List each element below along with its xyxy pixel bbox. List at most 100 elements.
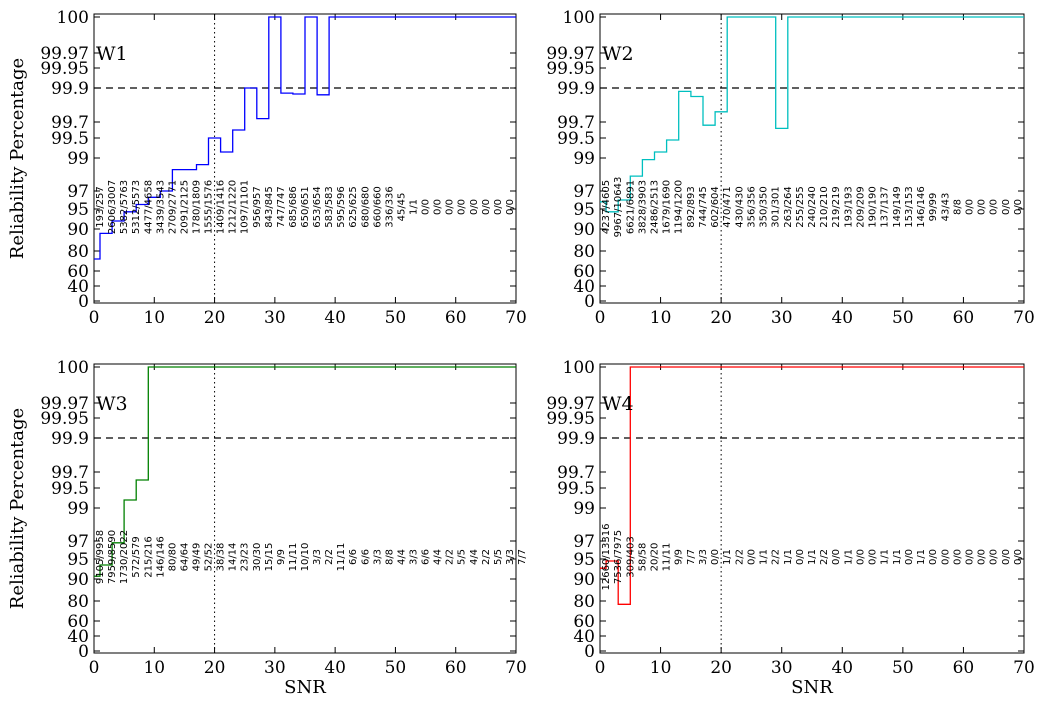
x-tick-label: 30 [771,308,793,328]
panel-title: W4 [602,393,634,415]
series-line-w3 [94,366,516,577]
count-label: 0/0 [433,199,444,215]
count-label: 215/216 [143,536,154,578]
count-label: 6/6 [348,549,359,565]
count-label: 0/0 [493,199,504,215]
count-label: 5382/5763 [119,180,130,234]
count-label: 0/0 [457,199,468,215]
count-label: 146/146 [916,186,927,228]
axes-frame [599,13,1025,304]
count-label: 0/0 [989,549,1000,565]
count-label: 9/9 [674,549,685,565]
count-label: 1780/1809 [192,180,203,234]
y-tick-label: 99.5 [557,479,595,499]
axes-frame [599,363,1025,654]
count-label: 1/1 [843,549,854,565]
y-tick-label: 99.97 [546,394,595,414]
count-label: 1/1 [409,199,420,215]
count-label: 45/45 [397,193,408,222]
y-tick-label: 99 [67,499,89,519]
count-label: 0/0 [868,549,879,565]
count-label: 11/11 [288,543,299,572]
count-label: 843/845 [264,186,275,228]
axes-frame [93,363,517,654]
y-tick-label: 97 [573,532,595,552]
count-label: 10/10 [300,543,311,572]
count-label: 744/745 [698,186,709,228]
x-tick-label: 10 [143,308,165,328]
y-tick-label: 90 [573,570,595,590]
y-tick-label: 97 [67,532,89,552]
count-label: 193/193 [843,186,854,228]
count-label: 149/149 [892,186,903,228]
y-tick-label: 97 [573,182,595,202]
x-tick-label: 20 [710,308,732,328]
count-label: 1097/1101 [240,180,251,234]
x-tick-label: 20 [710,658,732,678]
count-label: 11/11 [336,543,347,572]
count-label: 1409/1416 [216,180,227,234]
count-label: 4/4 [433,549,444,565]
count-label: 309/403 [625,536,636,578]
count-label: 137/137 [880,186,891,228]
x-tick-label: 0 [89,308,100,328]
count-label: 1/1 [759,549,770,565]
y-axis-label: Reliability Percentage [7,58,28,259]
y-tick-label: 99.95 [40,59,89,79]
x-tick-label: 70 [1013,308,1035,328]
count-label: 0/0 [904,549,915,565]
count-label: 1/1 [722,549,733,565]
count-label: 0/0 [977,549,988,565]
y-tick-label: 80 [67,242,89,262]
count-label: 0/0 [952,549,963,565]
y-tick-label: 99.5 [51,129,89,149]
x-tick-label: 10 [143,658,165,678]
y-tick-label: 99.9 [51,429,89,449]
count-label: 595/596 [336,186,347,228]
count-label: 0/0 [421,199,432,215]
count-label: 0/0 [1013,549,1024,565]
y-tick-label: 90 [573,220,595,240]
y-tick-label: 95 [67,200,89,220]
x-axis-label: SNR [284,677,326,698]
count-label: 653/654 [312,186,323,228]
count-label: 6621/6891 [625,180,636,234]
count-label: 892/893 [686,186,697,228]
x-tick-label: 50 [385,308,407,328]
count-label: 5312/5573 [131,180,142,234]
count-label: 3/3 [505,549,516,565]
count-label: 20/20 [650,543,661,572]
count-label: 0/0 [965,549,976,565]
count-label: 64/64 [179,543,190,572]
count-label: 0/0 [710,549,721,565]
count-label: 747/747 [276,186,287,228]
x-tick-label: 60 [445,658,467,678]
count-label: 3828/3903 [637,180,648,234]
x-tick-label: 60 [953,308,975,328]
count-label: 7/7 [686,549,697,565]
count-label: 4/4 [397,549,408,565]
y-tick-label: 0 [584,642,595,662]
y-tick-label: 40 [573,277,595,297]
y-tick-label: 60 [573,612,595,632]
count-label: 0/0 [831,549,842,565]
panel-title: W3 [96,393,128,415]
count-label: 1/1 [892,549,903,565]
count-label: 4237/4605 [601,180,612,234]
y-tick-label: 97 [67,182,89,202]
y-tick-label: 99 [573,499,595,519]
y-tick-label: 99.7 [557,463,595,483]
count-label: 99/99 [928,193,939,222]
count-label: 0/0 [469,199,480,215]
count-label: 0/0 [505,199,516,215]
count-label: 3/3 [372,549,383,565]
x-tick-label: 30 [264,658,286,678]
count-label: 8/8 [952,199,963,215]
x-tick-label: 40 [831,658,853,678]
panel-title: W2 [602,43,634,65]
y-tick-label: 99.97 [40,394,89,414]
y-tick-label: 100 [563,8,595,28]
x-tick-label: 50 [892,658,914,678]
y-tick-label: 99.7 [51,113,89,133]
